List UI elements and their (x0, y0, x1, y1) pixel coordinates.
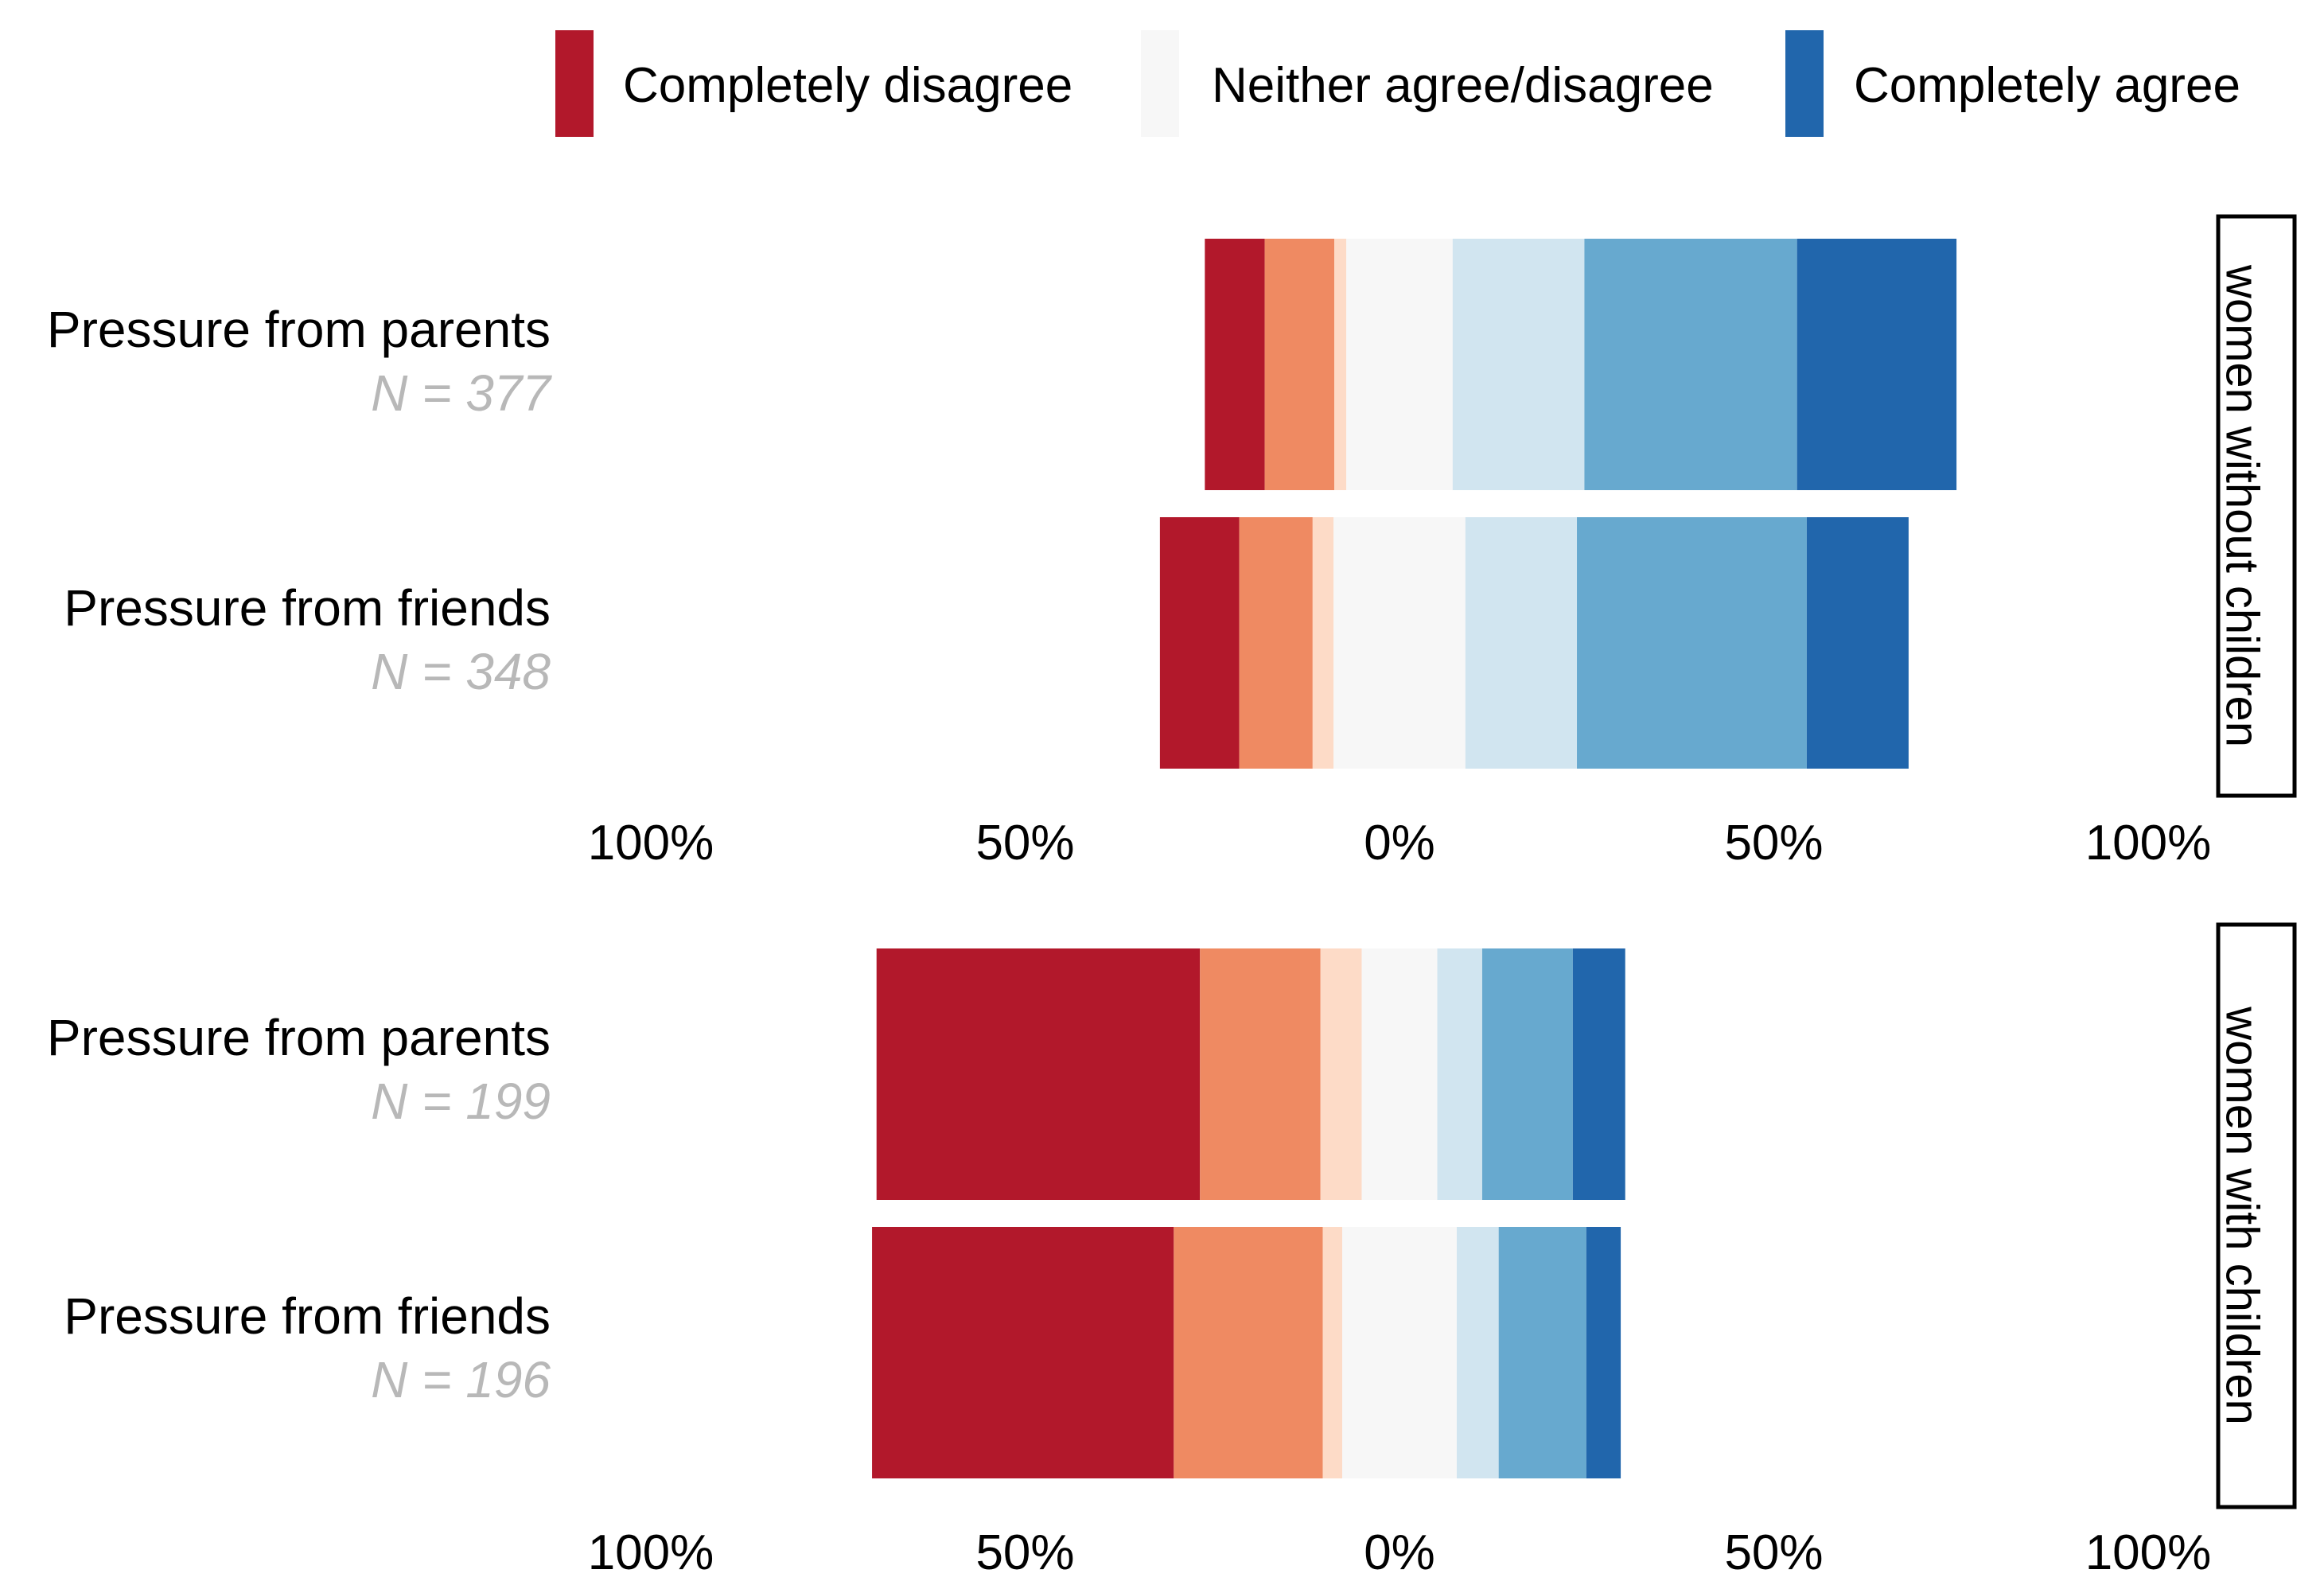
bar-row (876, 948, 1625, 1200)
legend-label-neither: Neither agree/disagree (1212, 58, 1714, 113)
legend: Completely disagree Neither agree/disagr… (555, 30, 2240, 137)
strip-label: women without children (2217, 264, 2268, 747)
bar-segment-neither (1361, 948, 1438, 1200)
bar-segment-agree (1498, 1227, 1586, 1478)
x-axis: 100% 50% 0% 50% 100% (588, 816, 2212, 870)
x-axis: 100% 50% 0% 50% 100% (588, 1525, 2212, 1580)
n-label: N = 199 (371, 1073, 551, 1130)
legend-swatch-completely-disagree (555, 30, 594, 137)
bar-segment-slightly-agree (1456, 1227, 1499, 1478)
bar-segment-neither (1333, 517, 1466, 769)
category-label: Pressure from friends (64, 1287, 551, 1345)
category-label: Pressure from parents (47, 1009, 551, 1066)
bar-segment-disagree (1264, 239, 1335, 490)
strip-box (2216, 214, 2297, 798)
bar-segment-slightly-agree (1465, 517, 1578, 769)
category-label: Pressure from friends (64, 579, 551, 637)
n-label: N = 377 (371, 364, 552, 422)
n-label: N = 348 (371, 643, 551, 700)
bar-segment-completely-agree (1572, 948, 1625, 1200)
bar-segment-completely-disagree (876, 948, 1201, 1200)
bar-segment-neither (1346, 239, 1453, 490)
x-tick-label: 50% (975, 816, 1074, 870)
legend-swatch-neither (1141, 30, 1179, 137)
x-tick-label: 100% (588, 816, 714, 870)
n-label: N = 196 (371, 1351, 551, 1408)
strip-women-with-children: women with children (2216, 922, 2297, 1509)
x-tick-label: 100% (2085, 1525, 2212, 1580)
bar-segment-slightly-disagree (1312, 517, 1334, 769)
bar-segment-completely-agree (1586, 1227, 1621, 1478)
x-tick-label: 50% (975, 1525, 1074, 1580)
legend-swatch-completely-agree (1785, 30, 1824, 137)
panel-women-with-children: Pressure from parents N = 199 Pressure f… (47, 922, 2297, 1580)
bar-segment-neither (1342, 1227, 1457, 1478)
legend-label-completely-disagree: Completely disagree (623, 58, 1072, 113)
x-tick-label: 0% (1364, 816, 1435, 870)
x-tick-label: 100% (2085, 816, 2212, 870)
bar-segment-agree (1577, 517, 1807, 769)
bar-segment-agree (1584, 239, 1797, 490)
bar-row (1205, 239, 1957, 490)
strip-box (2216, 922, 2297, 1509)
bar-segment-slightly-disagree (1320, 948, 1362, 1200)
bar-segment-slightly-disagree (1334, 239, 1347, 490)
bar-segment-slightly-agree (1437, 948, 1482, 1200)
x-tick-label: 50% (1724, 816, 1823, 870)
bar-segment-agree (1481, 948, 1573, 1200)
legend-label-completely-agree: Completely agree (1854, 58, 2240, 113)
x-tick-label: 0% (1364, 1525, 1435, 1580)
strip-label: women with children (2217, 1006, 2268, 1424)
bar-row (872, 1227, 1621, 1478)
bar-segment-completely-disagree (1205, 239, 1265, 490)
bar-segment-completely-agree (1797, 239, 1957, 490)
category-label: Pressure from parents (47, 301, 551, 358)
panel-women-without-children: Pressure from parents N = 377 Pressure f… (47, 214, 2297, 870)
bar-segment-completely-agree (1806, 517, 1909, 769)
bar-row (1159, 517, 1909, 769)
x-tick-label: 100% (588, 1525, 714, 1580)
x-tick-label: 50% (1724, 1525, 1823, 1580)
bar-segment-disagree (1239, 517, 1313, 769)
bar-segment-completely-disagree (872, 1227, 1174, 1478)
bar-segment-disagree (1174, 1227, 1323, 1478)
strip-women-without-children: women without children (2216, 214, 2297, 798)
bar-segment-slightly-agree (1452, 239, 1585, 490)
bar-segment-completely-disagree (1159, 517, 1240, 769)
bar-segment-slightly-disagree (1322, 1227, 1343, 1478)
bar-segment-disagree (1200, 948, 1321, 1200)
